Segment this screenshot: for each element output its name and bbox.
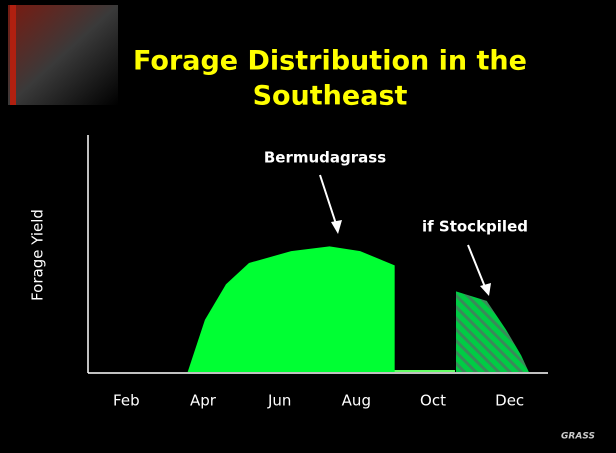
- arrow-head: [480, 283, 491, 296]
- chart-title: Southeast: [253, 81, 408, 112]
- y-axis-label: Forage Yield: [29, 209, 47, 301]
- area: [187, 246, 395, 372]
- annotation: if Stockpiled: [422, 218, 528, 236]
- x-tick-label: Feb: [113, 392, 140, 410]
- corner-bar: [10, 5, 16, 105]
- x-tick-label: Jun: [267, 392, 291, 410]
- annotation: Bermudagrass: [264, 149, 386, 167]
- corner-decoration: [8, 5, 118, 105]
- chart-title: Forage Distribution in the: [133, 46, 527, 77]
- x-tick-label: Apr: [190, 392, 217, 410]
- arrow: [467, 244, 488, 293]
- x-tick-label: Aug: [342, 392, 371, 410]
- arrow-head: [331, 220, 342, 234]
- x-tick-label: Dec: [495, 392, 524, 410]
- arrow: [319, 174, 339, 231]
- logo: GRASS: [561, 432, 595, 442]
- x-tick-label: Oct: [420, 392, 446, 410]
- area: [456, 291, 529, 372]
